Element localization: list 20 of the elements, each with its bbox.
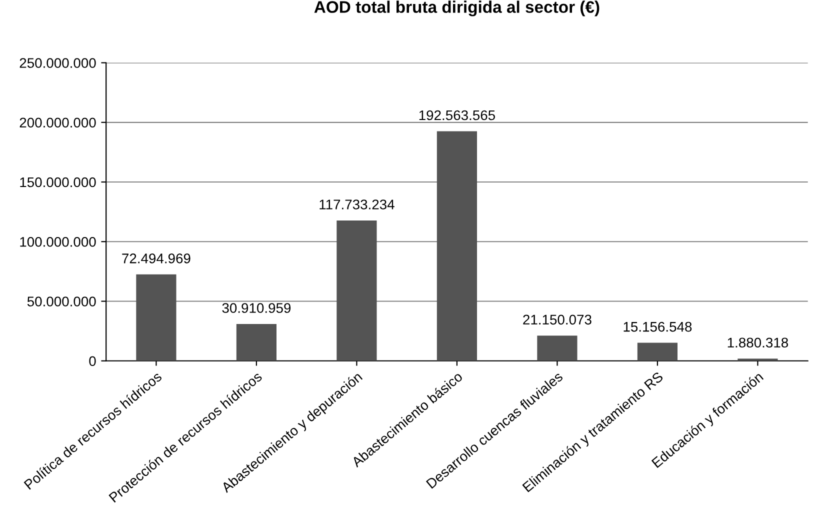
data-label: 117.733.234 — [320, 200, 394, 210]
data-label: 192.563.565 — [419, 110, 495, 120]
bar — [436, 131, 478, 361]
data-label: 21.150.073 — [523, 314, 592, 325]
bar — [537, 336, 578, 361]
y-tick-label: 0 — [89, 356, 96, 366]
y-tick-label: 200.000.000 — [20, 118, 96, 128]
chart-title: AOD total bruta dirigida al sector (€) — [314, 0, 600, 16]
bar — [136, 274, 176, 361]
data-label: 30.910.959 — [222, 303, 291, 313]
y-tick-label: 100.000.000 — [20, 236, 96, 247]
bar — [236, 324, 277, 361]
bar — [336, 220, 377, 361]
y-tick-label: 50.000.000 — [27, 296, 96, 306]
data-label: 72.494.969 — [122, 254, 190, 264]
data-label: 15.156.548 — [624, 322, 692, 332]
y-tick-label: 250.000.000 — [20, 58, 96, 68]
y-tick-label: 150.000.000 — [20, 177, 96, 188]
data-label: 1.880.318 — [728, 338, 788, 348]
bar — [637, 342, 678, 361]
